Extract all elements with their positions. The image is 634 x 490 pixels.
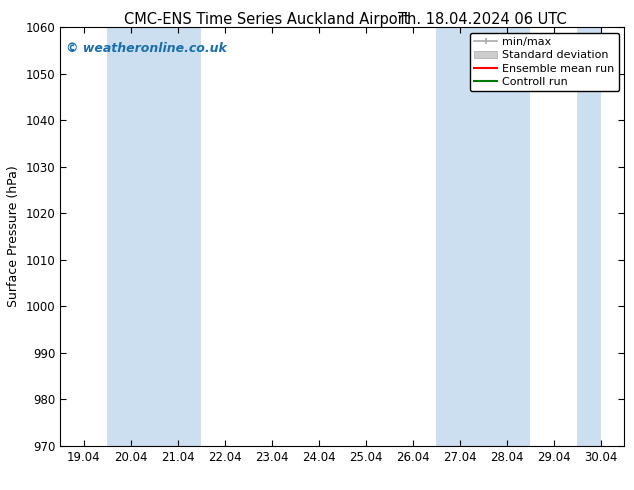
Y-axis label: Surface Pressure (hPa): Surface Pressure (hPa) xyxy=(7,166,20,307)
Text: © weatheronline.co.uk: © weatheronline.co.uk xyxy=(66,42,227,54)
Bar xyxy=(578,27,601,446)
Text: CMC-ENS Time Series Auckland Airport: CMC-ENS Time Series Auckland Airport xyxy=(124,12,409,27)
Text: Th. 18.04.2024 06 UTC: Th. 18.04.2024 06 UTC xyxy=(398,12,566,27)
Bar xyxy=(107,27,201,446)
Bar xyxy=(436,27,531,446)
Legend: min/max, Standard deviation, Ensemble mean run, Controll run: min/max, Standard deviation, Ensemble me… xyxy=(470,32,619,92)
